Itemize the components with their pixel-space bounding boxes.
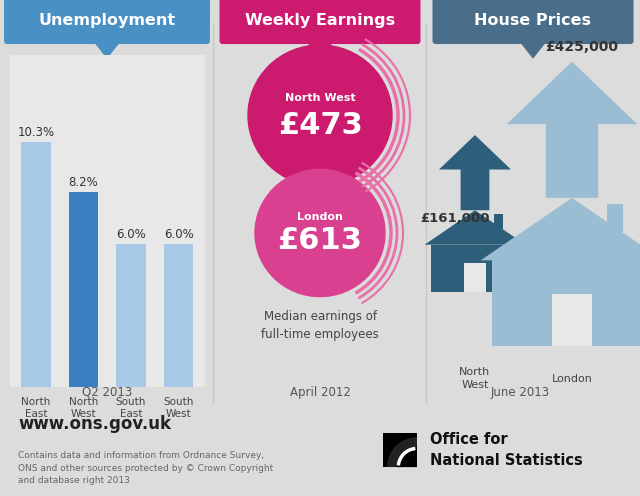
Text: 10.3%: 10.3% [17,126,54,139]
Text: £473: £473 [278,111,362,140]
Text: £161,000: £161,000 [420,212,490,225]
Text: London: London [297,212,343,222]
Bar [164,245,193,387]
Text: Median earnings of
full-time employees: Median earnings of full-time employees [261,310,379,341]
Text: London: London [552,374,593,384]
Text: Unemployment: Unemployment [38,13,175,28]
Polygon shape [93,41,121,59]
Bar [431,245,519,292]
Polygon shape [519,41,547,59]
Text: www.ons.gov.uk: www.ons.gov.uk [18,415,171,433]
Bar [21,142,51,387]
Polygon shape [306,41,334,59]
Text: North
West: North West [460,367,491,390]
Wedge shape [397,447,417,467]
Text: North West: North West [285,93,355,103]
Text: 6.0%: 6.0% [116,228,146,241]
Text: 6.0%: 6.0% [164,228,193,241]
Polygon shape [439,135,511,210]
Text: Weekly Earnings: Weekly Earnings [245,13,395,28]
FancyBboxPatch shape [4,0,210,44]
Bar [492,260,640,346]
Text: April 2012: April 2012 [289,386,351,399]
Bar [383,433,417,467]
Bar [464,263,486,292]
Polygon shape [507,62,637,198]
Polygon shape [424,210,525,245]
Bar [494,214,503,229]
Text: £425,000: £425,000 [545,40,618,54]
Bar [116,245,146,387]
Circle shape [248,45,392,186]
Text: 8.2%: 8.2% [68,176,99,188]
Wedge shape [387,437,417,467]
Text: Office for
National Statistics: Office for National Statistics [430,432,583,468]
Bar [552,295,592,346]
FancyBboxPatch shape [433,0,634,44]
Text: £613: £613 [278,226,362,255]
Bar [607,204,623,232]
Circle shape [255,169,385,297]
FancyBboxPatch shape [220,0,420,44]
Text: Q2 2013: Q2 2013 [82,386,132,399]
Text: Contains data and information from Ordnance Survey,
ONS and other sources protec: Contains data and information from Ordna… [18,451,273,485]
Text: June 2013: June 2013 [490,386,550,399]
Text: House Prices: House Prices [474,13,591,28]
Polygon shape [481,198,640,260]
Bar [68,192,98,387]
